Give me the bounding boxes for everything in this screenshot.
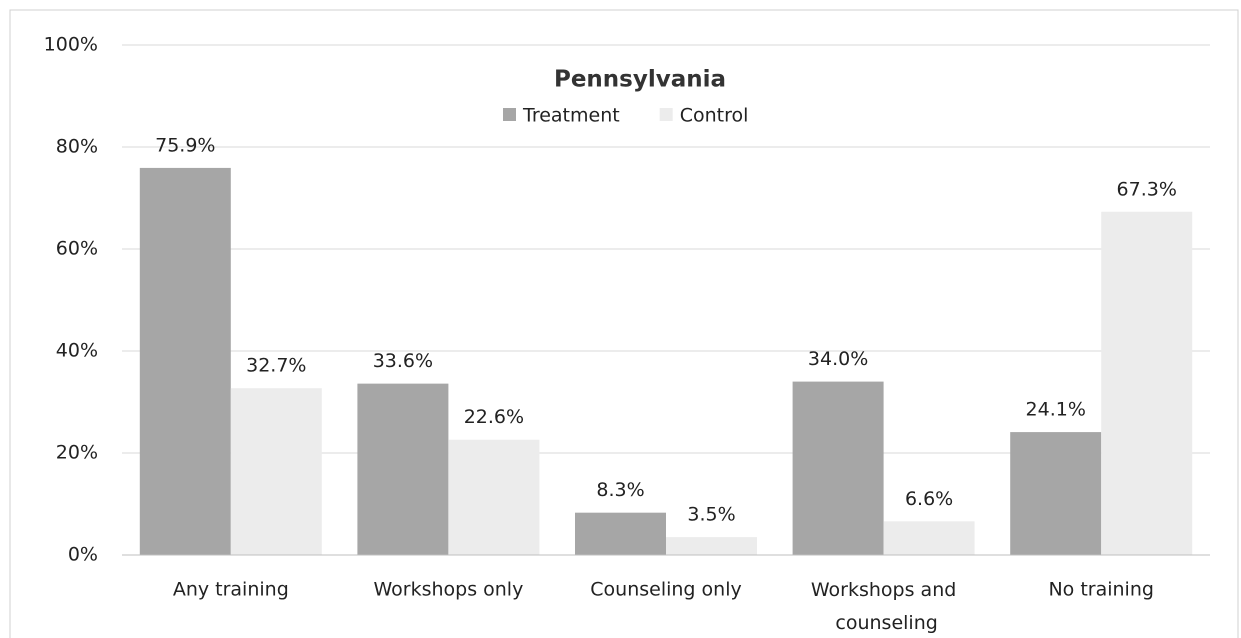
y-tick-label: 100%	[44, 34, 98, 56]
data-label: 67.3%	[1117, 178, 1177, 200]
bar	[357, 383, 449, 555]
legend-swatch	[503, 108, 516, 121]
bar	[139, 167, 231, 555]
data-label: 8.3%	[596, 479, 644, 501]
data-label: 33.6%	[373, 350, 433, 372]
data-label: 3.5%	[687, 504, 735, 526]
bar	[792, 381, 884, 555]
legend-swatch	[659, 108, 673, 121]
legend-label: Treatment	[522, 105, 620, 127]
x-tick-label: Workshops and counseling	[811, 579, 956, 634]
bar	[230, 388, 322, 555]
y-tick-label: 80%	[56, 136, 98, 158]
data-label: 24.1%	[1026, 399, 1086, 421]
data-label: 75.9%	[155, 134, 215, 156]
bar	[666, 537, 757, 555]
y-tick-label: 0%	[68, 544, 98, 566]
bar	[883, 521, 975, 555]
bar	[1010, 432, 1102, 555]
legend-label: Control	[680, 105, 749, 127]
x-tick-label: Any training	[173, 579, 289, 601]
bar	[448, 439, 540, 555]
data-label: 34.0%	[808, 348, 868, 370]
x-tick-label: Workshops only	[373, 579, 523, 601]
y-tick-label: 40%	[56, 340, 98, 362]
chart-title: Pennsylvania	[554, 67, 726, 93]
data-label: 22.6%	[464, 406, 524, 428]
y-tick-label: 20%	[56, 442, 98, 464]
data-label: 32.7%	[246, 355, 306, 377]
y-tick-label: 60%	[56, 238, 98, 260]
bar	[1101, 211, 1193, 555]
bar	[575, 512, 666, 555]
data-label: 6.6%	[905, 488, 953, 510]
x-tick-label: Counseling only	[590, 579, 741, 601]
x-tick-label: No training	[1048, 579, 1153, 601]
